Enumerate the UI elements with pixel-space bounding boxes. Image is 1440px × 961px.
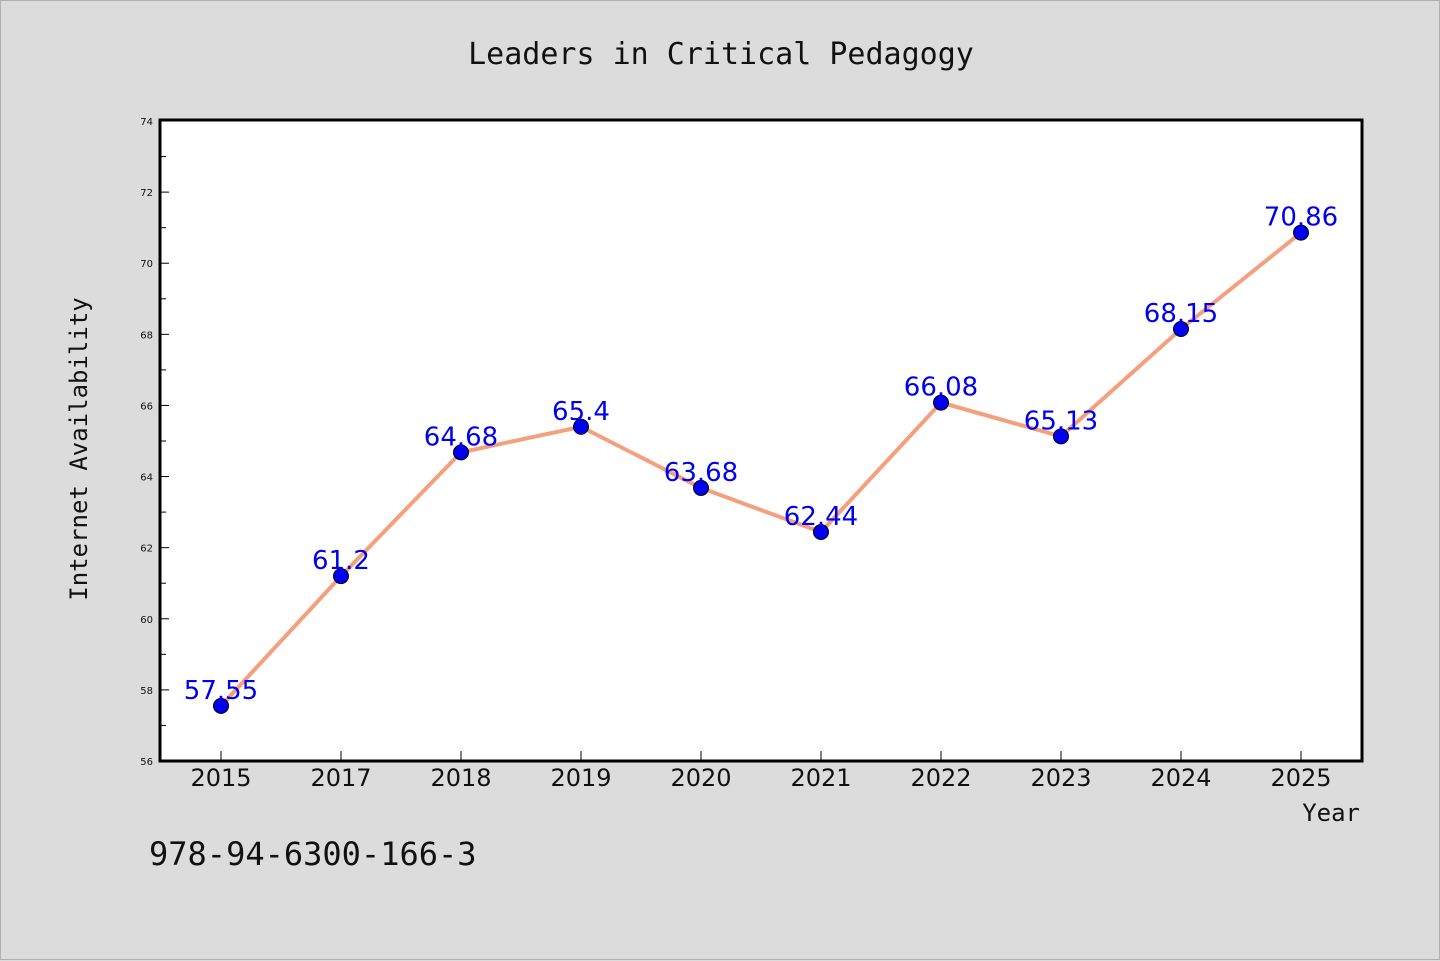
data-label: 62.44 xyxy=(784,502,858,532)
data-point xyxy=(333,568,349,585)
data-point xyxy=(813,524,829,541)
y-tick-label: 56 xyxy=(140,757,153,768)
y-tick-label: 64 xyxy=(140,473,153,484)
data-label: 68.15 xyxy=(1144,299,1218,329)
x-tick-label: 2025 xyxy=(1270,764,1331,792)
data-point xyxy=(213,697,229,714)
data-point xyxy=(573,418,589,435)
data-label: 65.4 xyxy=(552,397,610,427)
x-tick-label: 2019 xyxy=(550,764,611,792)
x-tick-label: 2021 xyxy=(790,764,851,792)
y-tick-label: 68 xyxy=(140,330,153,341)
x-tick-label: 2024 xyxy=(1150,764,1211,792)
x-tick-label: 2015 xyxy=(190,764,251,792)
data-label: 70.86 xyxy=(1264,203,1338,233)
data-label: 61.2 xyxy=(312,546,370,576)
data-label: 66.08 xyxy=(904,373,978,403)
data-label: 65.13 xyxy=(1024,406,1098,436)
data-series: 57.55 61.2 64.68 65.4 63.68 62.44 66.08 65.13 68… xyxy=(184,203,1338,714)
y-axis: 56 58 60 62 64 66 68 70 72 74 xyxy=(140,117,169,768)
data-label: 64.68 xyxy=(424,422,498,452)
data-point xyxy=(1173,321,1189,337)
x-axis-label: Year xyxy=(1302,799,1360,827)
plot-area xyxy=(158,118,1364,763)
data-point xyxy=(933,394,949,411)
data-label: 57.55 xyxy=(184,676,258,706)
data-label: 63.68 xyxy=(664,458,738,488)
y-axis-label: Internet Availability xyxy=(65,297,93,600)
x-tick-label: 2018 xyxy=(430,764,491,792)
series-line xyxy=(219,230,1303,708)
x-axis: 2015 2017 2018 2019 2020 2021 2022 2023 2024 2025 xyxy=(190,751,1332,792)
data-point xyxy=(693,479,709,496)
y-tick-label: 74 xyxy=(140,117,153,128)
y-tick-label: 60 xyxy=(140,615,153,626)
x-tick-label: 2017 xyxy=(310,764,371,792)
y-tick-label: 70 xyxy=(140,259,153,270)
y-tick-label: 72 xyxy=(140,188,153,199)
data-point xyxy=(1053,428,1069,445)
x-tick-label: 2022 xyxy=(910,764,971,792)
x-tick-label: 2023 xyxy=(1030,764,1091,792)
y-tick-label: 66 xyxy=(140,401,153,412)
y-tick-label: 58 xyxy=(140,686,153,697)
chart-title: Leaders in Critical Pedagogy xyxy=(468,37,974,72)
isbn-footer: 978-94-6300-166-3 xyxy=(149,835,477,873)
data-point xyxy=(453,444,469,461)
x-tick-label: 2020 xyxy=(670,764,731,792)
y-tick-label: 62 xyxy=(140,544,153,555)
data-point xyxy=(1293,224,1309,241)
